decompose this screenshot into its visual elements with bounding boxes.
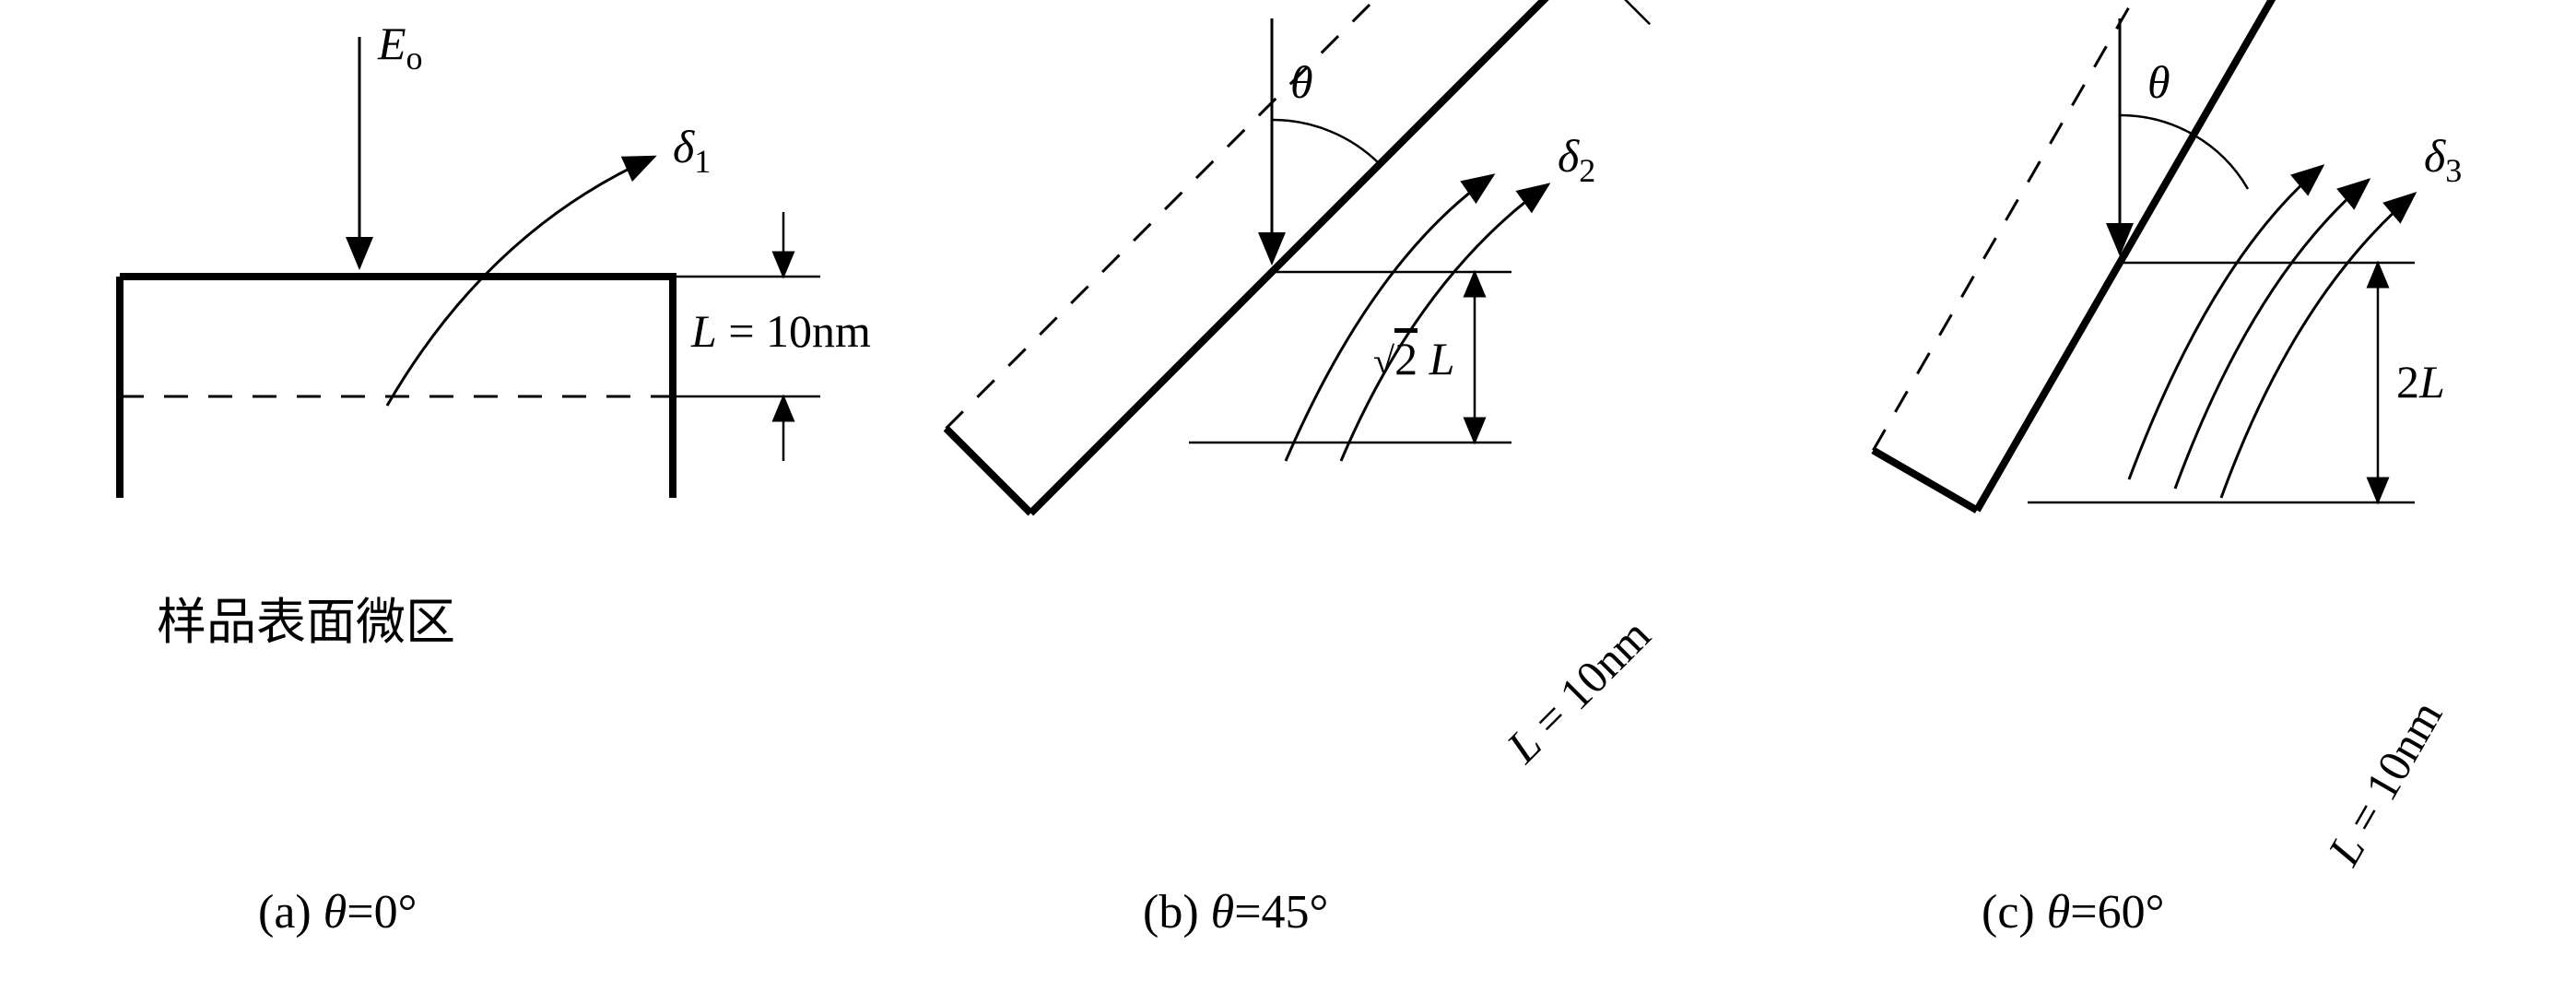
panel-a-svg [46, 0, 876, 992]
caption-a: (a) θ=0° [258, 885, 417, 939]
delta1-label: δ1 [673, 120, 711, 181]
sqrt2L-label: √2 L [1373, 332, 1454, 385]
panel-b-svg [922, 0, 1751, 992]
panel-c: θ δ3 2L L = 10nm (c) θ=60° [1751, 0, 2576, 992]
delta3-label: δ3 [2424, 129, 2462, 190]
theta-c-label: θ [2147, 55, 2170, 109]
surface-text: 样品表面微区 [157, 581, 455, 654]
delta2-label: δ2 [1558, 129, 1595, 190]
panel-a: Eo δ1 L = 10nm 样品表面微区 (a) θ=0° [46, 0, 876, 992]
panel-b: θ δ2 √2 L L = 10nm (b) θ=45° [922, 0, 1751, 992]
theta-b-label: θ [1290, 55, 1313, 109]
caption-c: (c) θ=60° [1982, 885, 2164, 939]
2L-label: 2L [2396, 355, 2445, 408]
caption-b: (b) θ=45° [1143, 885, 1328, 939]
E0-label: Eo [378, 17, 423, 77]
